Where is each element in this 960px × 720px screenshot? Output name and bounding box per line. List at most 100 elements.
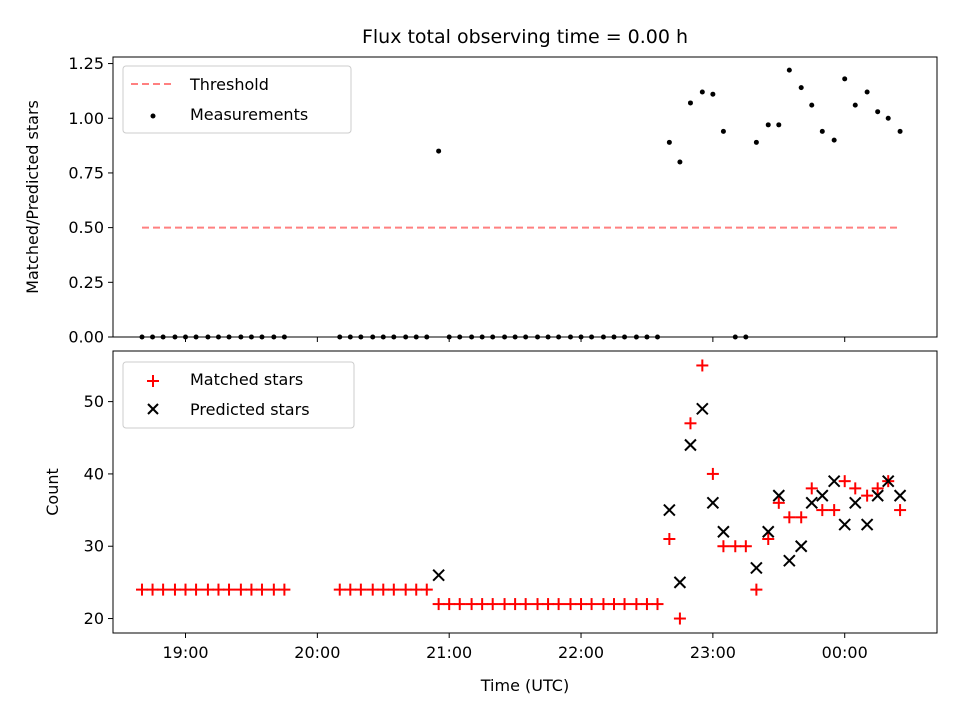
predicted-marker-b [827,474,841,488]
matched-star-marker [432,598,445,611]
predicted-marker-b [696,402,709,416]
count-xtick-label: 23:00 [690,643,736,662]
matched-star-marker [333,583,346,596]
matched-star-marker [201,583,214,596]
ratio-ytick-label: 0.25 [68,273,104,292]
predicted-star-marker [849,496,862,510]
matched-star-marker [717,540,730,553]
matched-star-marker [509,598,522,611]
matched-star-marker [762,533,775,545]
matched-star-marker [828,504,841,517]
predicted-marker-b [717,525,730,538]
matched-star-marker [531,598,544,611]
predicted-marker-b [432,568,445,582]
measurement-point [699,89,705,95]
count-panel-ylabel: Count [43,468,62,516]
predicted-star-marker [663,503,676,517]
matched-star-marker [212,583,225,596]
matched-star-marker [696,359,709,372]
matched-star-marker [630,598,643,611]
matched-star-marker [750,583,763,596]
matched-star-marker [564,598,577,611]
ratio-panel: 0.00 0.25 0.50 0.75 1.00 1.25 Matched/Predict… [23,54,938,347]
predicted-star-marker [673,576,687,589]
measurement-point [819,128,825,134]
matched-star-marker [607,598,620,611]
matched-star-marker [663,533,676,545]
predicted-star-marker [696,402,709,416]
matched-star-marker [465,598,478,611]
predicted-star-marker [432,568,445,582]
matched-star-marker [453,598,466,611]
measurement-point [897,128,903,134]
count-ytick-label: 30 [84,537,104,556]
matched-star-marker [354,583,367,596]
matched-star-marker [267,583,280,596]
predicted-marker-b [783,554,796,567]
matched-star-marker [443,598,456,611]
count-ytick-label: 50 [84,392,104,411]
matched-star-marker [706,467,719,480]
matched-star-marker [640,598,653,611]
count-xtick-label: 00:00 [822,643,868,662]
predicted-star-marker [816,489,829,502]
count-xtick-label: 22:00 [558,643,604,662]
threshold-legend-label: Threshold [189,75,269,94]
count-ytick-label: 40 [84,464,104,483]
predicted-marker-b [706,496,720,510]
matched-legend-label: Matched stars [190,370,303,389]
matched-star-marker [772,496,785,509]
matched-star-marker [618,598,631,611]
measurement-point [864,89,870,95]
count-panel-frame [112,350,938,634]
x-axis-label: Time (UTC) [480,676,569,695]
matched-star-marker [420,583,433,596]
matched-star-marker [399,583,412,596]
measurement-point [809,102,815,108]
measurements-legend-label: Measurements [190,105,308,124]
matched-star-marker [157,583,170,596]
matched-star-marker [245,583,258,596]
matched-star-marker [190,583,203,596]
count-legend: Matched stars Predicted stars [122,361,355,429]
predicted-star-marker [805,496,818,510]
predicted-marker-b [684,438,697,452]
matched-star-marker [684,417,697,430]
matched-legend-swatch [147,375,159,387]
matched-star-marker [377,583,390,596]
matched-star-marker [223,583,236,596]
measurement-point [436,148,442,154]
count-xtick-label: 21:00 [426,643,472,662]
predicted-star-marker [684,438,697,452]
matched-star-marker [519,598,532,611]
predicted-marker-b [893,489,907,502]
matched-star-marker [410,583,423,596]
count-ytick-label: 20 [84,609,104,628]
ratio-legend-frame [122,65,352,134]
count-legend-frame [122,361,355,429]
matched-star-marker [136,583,149,596]
ratio-panel-frame [112,56,938,338]
predicted-star-marker [717,525,730,538]
matched-star-marker [739,540,752,553]
matched-star-marker [542,598,555,611]
measurement-point [798,85,804,91]
measurements-legend-swatch [150,113,156,119]
predicted-star-marker [871,489,884,502]
predicted-star-marker [783,554,796,567]
measurement-point [765,122,771,128]
predicted-marker-b [805,496,818,510]
matched-star-marker [234,583,247,596]
matched-star-marker [585,598,598,611]
ratio-panel-ylabel: Matched/Predicted stars [23,100,42,294]
predicted-marker-b [772,489,785,502]
predicted-marker-b [663,503,676,517]
predicted-marker-b [860,518,874,531]
matched-star-marker [795,511,808,524]
measurement-point [786,67,792,73]
matched-star-marker [552,598,565,611]
matched-star-marker [168,583,181,596]
predicted-legend-swatch [147,403,159,415]
predicted-star-marker [772,489,785,502]
